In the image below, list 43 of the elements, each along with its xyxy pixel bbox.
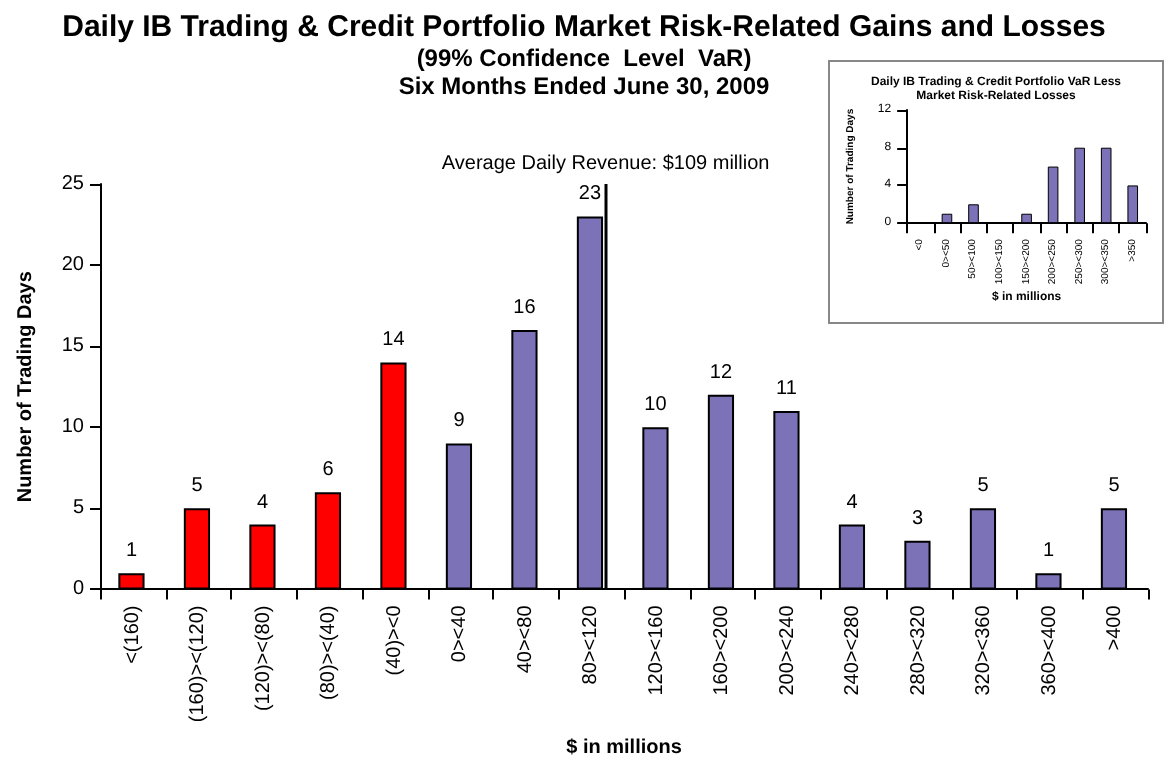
x-tick-label: 320><360 bbox=[973, 604, 996, 696]
data-label: 1 bbox=[125, 540, 138, 563]
y-tick-label: 15 bbox=[61, 335, 85, 358]
data-label: 4 bbox=[256, 491, 269, 514]
data-label: 3 bbox=[911, 507, 924, 530]
y-tick-label: 20 bbox=[61, 254, 85, 277]
y-tick-label: 5 bbox=[72, 497, 85, 520]
x-tick-label: 280><320 bbox=[907, 604, 930, 696]
x-axis-title: $ in millions bbox=[566, 737, 683, 759]
ref-line-label: Average Daily Revenue: $109 million bbox=[441, 153, 770, 175]
x-tick-label: >400 bbox=[1104, 604, 1127, 651]
data-label: 12 bbox=[709, 361, 733, 384]
data-label: 5 bbox=[977, 475, 990, 498]
x-tick-label: 120><160 bbox=[645, 604, 668, 696]
data-label: 14 bbox=[382, 329, 406, 352]
data-label: 16 bbox=[513, 296, 537, 319]
x-tick-label: 80><120 bbox=[580, 604, 603, 685]
y-tick-label: 25 bbox=[61, 173, 85, 195]
x-tick-label: <(160) bbox=[121, 605, 144, 664]
data-label: 5 bbox=[1108, 475, 1121, 498]
x-tick-label: 0><40 bbox=[449, 604, 472, 663]
data-label: 6 bbox=[322, 459, 335, 482]
x-tick-label: 160><200 bbox=[711, 604, 734, 696]
x-tick-label: 40><80 bbox=[514, 604, 537, 674]
data-label: 11 bbox=[776, 378, 798, 401]
data-label: 23 bbox=[578, 183, 602, 206]
chart-subtitle: (99% Confidence Level VaR) Six Months Ended June 30, 2009 bbox=[398, 44, 771, 100]
y-axis-title: Number of Trading Days bbox=[15, 270, 37, 503]
chart-title: Daily IB Trading & Credit Portfolio Market Risk-Related Gains and Losses bbox=[62, 10, 1106, 44]
x-tick-label: 200><240 bbox=[776, 604, 799, 696]
data-label: 1 bbox=[1042, 540, 1055, 563]
data-label: 4 bbox=[846, 491, 859, 514]
data-label: 9 bbox=[453, 410, 466, 433]
x-tick-label: (80)><(40) bbox=[318, 605, 341, 700]
y-tick-label: 10 bbox=[61, 416, 85, 439]
x-tick-label: (120)><(80) bbox=[252, 605, 275, 712]
x-tick-label: (40)><0 bbox=[383, 604, 406, 676]
data-label: 5 bbox=[191, 475, 204, 498]
data-label: 10 bbox=[644, 394, 668, 417]
y-tick-label: 0 bbox=[72, 578, 85, 601]
x-tick-label: 240><280 bbox=[842, 604, 865, 696]
x-tick-label: (160)><(120) bbox=[187, 605, 210, 723]
x-tick-label: 360><400 bbox=[1038, 604, 1061, 696]
